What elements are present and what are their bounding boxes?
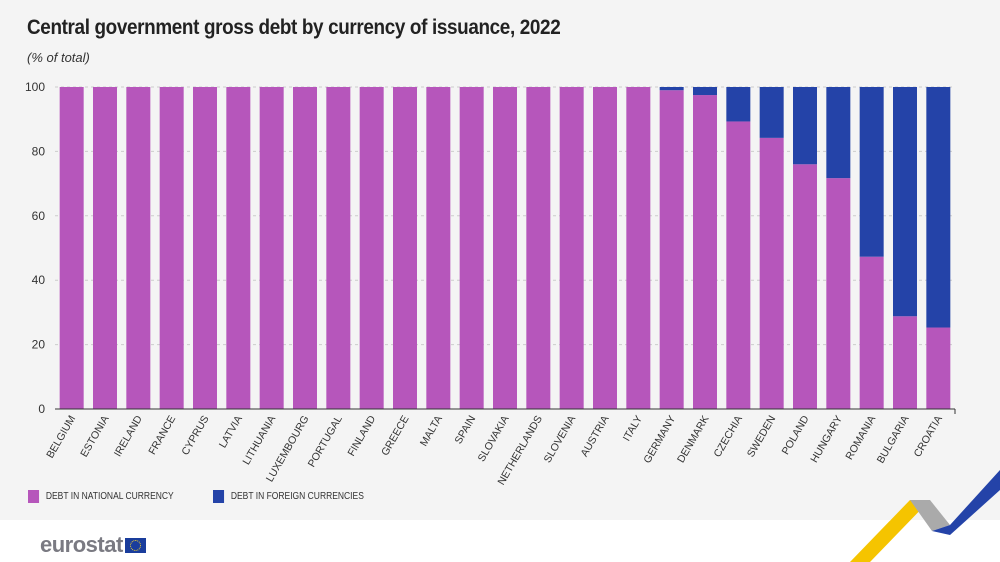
bar-national [859, 256, 884, 409]
x-tick-label: SLOVENIA [542, 414, 579, 465]
bar-national [126, 87, 151, 409]
x-tick-label: ITALY [621, 414, 645, 444]
bar-foreign [793, 87, 817, 165]
bar-national [893, 316, 917, 409]
chart-subtitle: (% of total) [27, 50, 90, 65]
x-tick-label: IRELAND [112, 413, 145, 459]
bar-national [59, 87, 84, 409]
chart-title: Central government gross debt by currenc… [27, 16, 561, 39]
x-tick-label: GERMANY [641, 414, 678, 466]
bar-national [826, 178, 851, 409]
x-tick-label: HUNGARY [808, 414, 845, 465]
legend-national: DEBT IN NATIONAL CURRENCY [28, 490, 174, 503]
bar-national [426, 87, 451, 409]
x-tick-label: SLOVAKIA [476, 414, 512, 464]
bar-foreign [926, 87, 951, 328]
x-tick-label: POLAND [780, 413, 812, 457]
eurostat-logo: eurostat [40, 532, 146, 558]
bar-national [193, 87, 217, 409]
y-tick-label: 0 [38, 402, 45, 416]
bar-national [526, 87, 551, 409]
legend-label-foreign: DEBT IN FOREIGN CURRENCIES [230, 491, 364, 502]
bar-national [326, 87, 351, 409]
x-tick-label: PORTUGAL [306, 413, 345, 469]
bar-national [726, 121, 751, 409]
bar-foreign [859, 87, 884, 257]
bar-national [659, 90, 684, 409]
x-tick-label: LATVIA [217, 414, 245, 451]
bar-national [293, 87, 317, 409]
bar-foreign [693, 87, 717, 96]
legend-label-national: DEBT IN NATIONAL CURRENCY [45, 491, 174, 502]
x-tick-label: SWEDEN [745, 414, 778, 460]
x-tick-label: DENMARK [675, 414, 712, 465]
bar-national [926, 327, 951, 409]
bar-foreign [659, 87, 684, 91]
legend-foreign: DEBT IN FOREIGN CURRENCIES [213, 490, 364, 503]
bar-foreign [759, 87, 784, 138]
x-tick-label: BULGARIA [875, 414, 912, 466]
y-tick-label: 100 [25, 80, 45, 94]
bar-national [459, 87, 484, 409]
x-tick-label: CROATIA [912, 414, 945, 460]
bar-national [559, 87, 584, 409]
legend-swatch-foreign [213, 490, 225, 503]
bar-foreign [893, 87, 917, 317]
bar-national [259, 87, 284, 409]
x-tick-label: AUSTRIA [578, 414, 611, 459]
x-tick-label: ESTONIA [78, 414, 111, 460]
logo-text: eurostat [40, 532, 123, 557]
bar-national [593, 87, 617, 409]
x-tick-label: BELGIUM [44, 414, 78, 461]
bar-national [226, 87, 251, 409]
x-tick-label: ROMANIA [843, 414, 878, 462]
x-tick-label: SPAIN [453, 414, 479, 447]
x-tick-label: CYPRUS [179, 414, 211, 458]
bar-foreign [826, 87, 851, 179]
x-tick-label: LITHUANIA [240, 414, 278, 467]
y-tick-label: 60 [32, 209, 46, 223]
bar-national [793, 164, 817, 409]
x-tick-label: CZECHIA [711, 414, 744, 460]
bar-national [759, 137, 784, 409]
eu-flag-icon [124, 537, 146, 553]
bar-national [493, 87, 517, 409]
x-tick-label: FINLAND [345, 413, 378, 458]
x-tick-label: GREECE [379, 414, 412, 458]
y-tick-label: 80 [32, 144, 46, 158]
bar-national [626, 87, 651, 409]
bar-national [393, 87, 417, 409]
legend-swatch-national [28, 490, 40, 503]
decorative-swoosh-icon [850, 470, 1000, 562]
bar-national [693, 95, 717, 410]
x-tick-label: FRANCE [146, 414, 178, 457]
bar-national [359, 87, 384, 409]
y-tick-label: 20 [32, 338, 46, 352]
x-tick-label: MALTA [418, 414, 445, 449]
y-tick-label: 40 [32, 273, 46, 287]
bar-national [159, 87, 184, 409]
bar-national [93, 87, 117, 409]
bar-foreign [726, 87, 751, 122]
